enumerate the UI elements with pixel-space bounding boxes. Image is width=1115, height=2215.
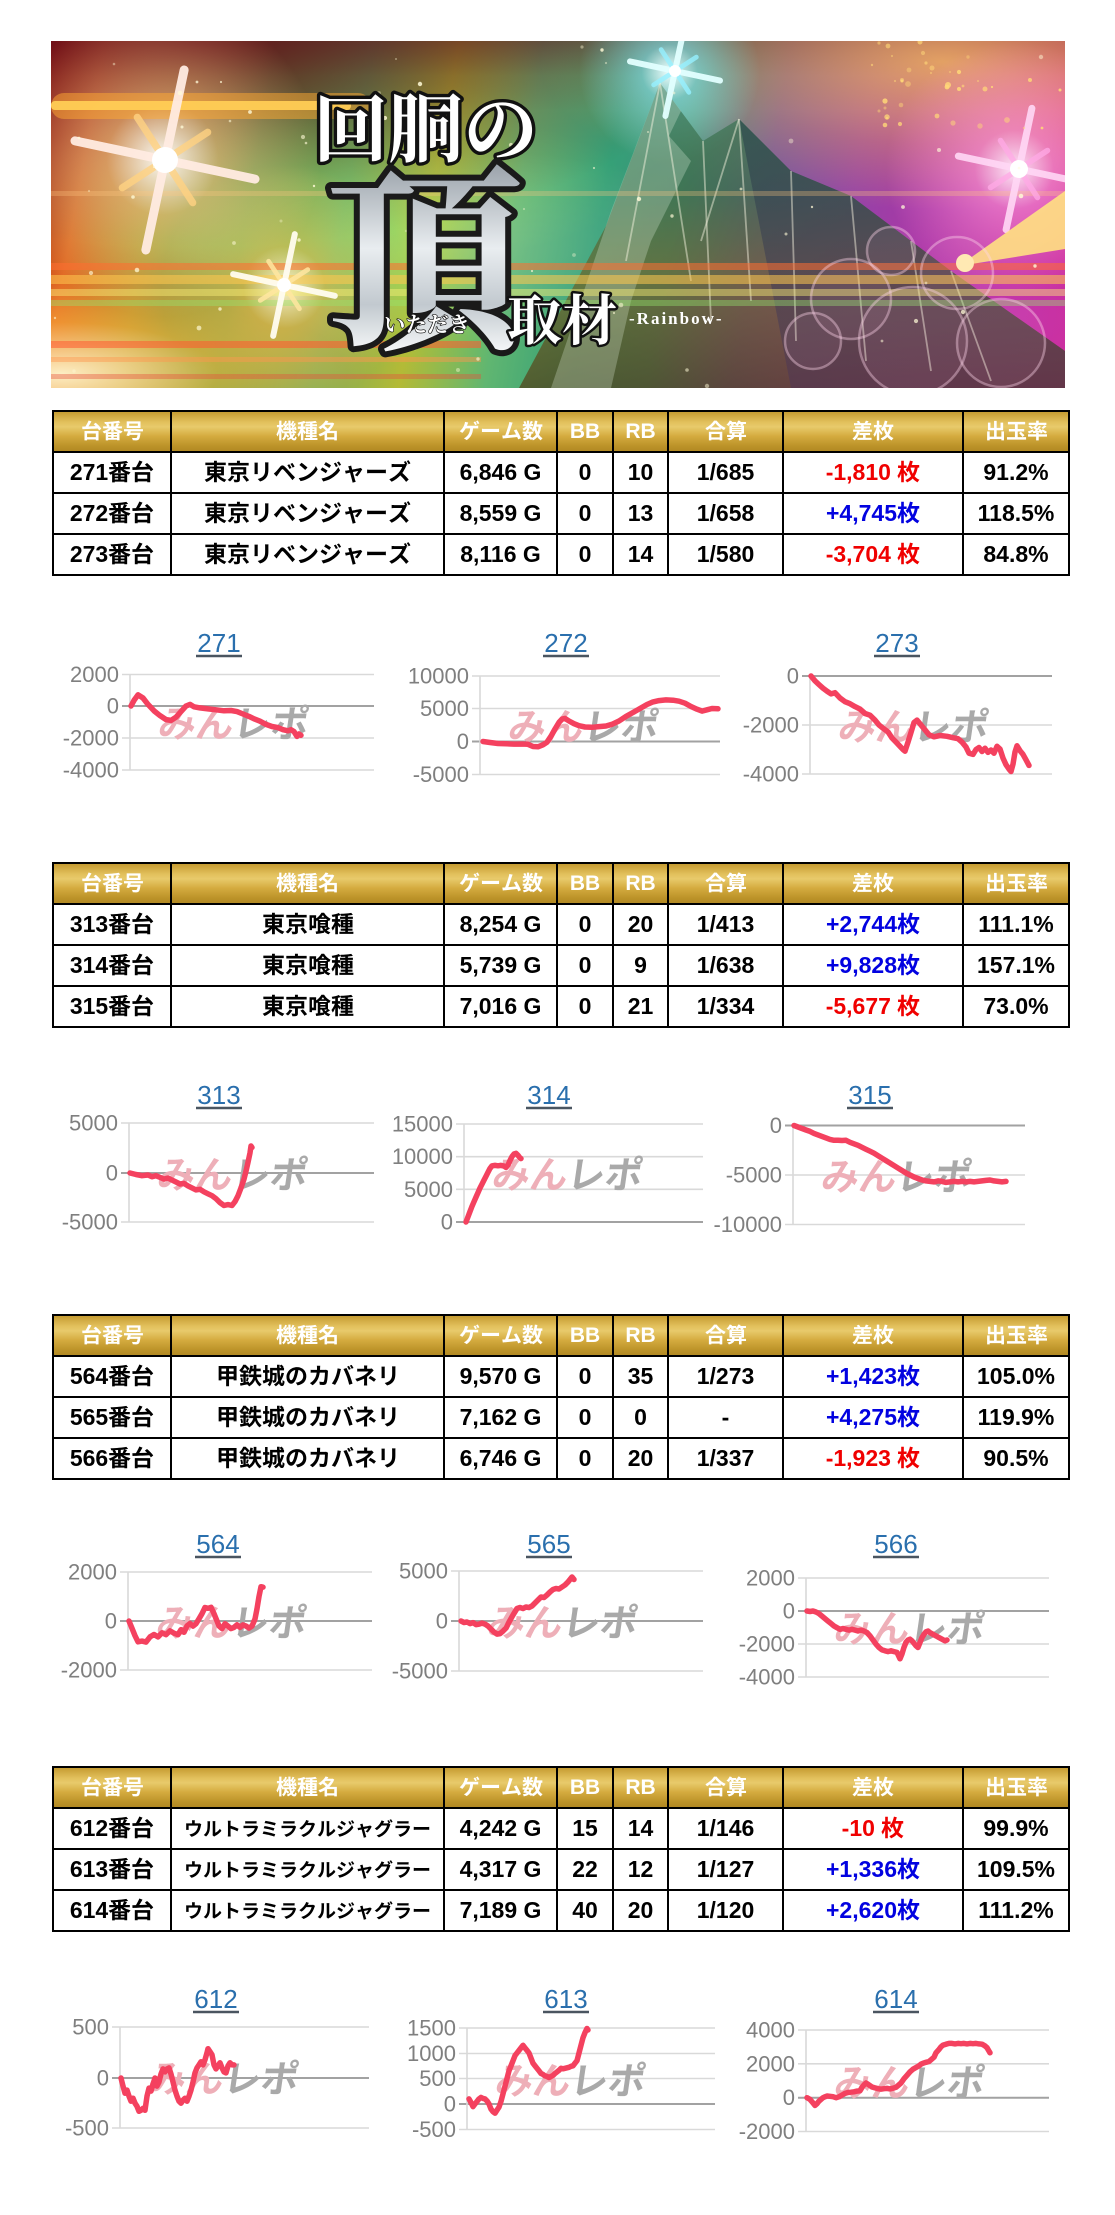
svg-text:273: 273 [875, 628, 918, 658]
svg-text:272: 272 [544, 628, 587, 658]
svg-text:-4000: -4000 [739, 1665, 795, 1690]
svg-text:-Rainbow-: -Rainbow- [629, 309, 724, 328]
svg-text:2000: 2000 [746, 1566, 795, 1591]
svg-text:-2000: -2000 [743, 713, 799, 738]
svg-text:271: 271 [197, 628, 240, 658]
svg-text:0: 0 [105, 1609, 117, 1634]
svg-text:614: 614 [874, 1984, 917, 2014]
svg-text:5000: 5000 [404, 1177, 453, 1202]
svg-text:5000: 5000 [399, 1559, 448, 1584]
svg-text:-500: -500 [412, 2117, 456, 2142]
svg-text:0: 0 [436, 1609, 448, 1634]
svg-text:315: 315 [848, 1080, 891, 1110]
svg-text:565: 565 [527, 1529, 570, 1559]
svg-text:-2000: -2000 [63, 726, 119, 751]
svg-text:0: 0 [787, 664, 799, 689]
svg-text:-4000: -4000 [743, 762, 799, 787]
svg-text:564: 564 [196, 1529, 239, 1559]
svg-text:500: 500 [72, 2015, 109, 2040]
svg-text:10000: 10000 [408, 664, 469, 689]
svg-text:-5000: -5000 [392, 1659, 448, 1684]
svg-text:1500: 1500 [407, 2016, 456, 2041]
svg-text:566: 566 [874, 1529, 917, 1559]
svg-text:-5000: -5000 [726, 1163, 782, 1188]
svg-text:-5000: -5000 [413, 762, 469, 787]
svg-text:0: 0 [457, 729, 469, 754]
svg-text:612: 612 [194, 1984, 237, 2014]
svg-text:-10000: -10000 [713, 1212, 782, 1237]
svg-text:-4000: -4000 [63, 758, 119, 783]
svg-text:0: 0 [444, 2092, 456, 2117]
svg-text:0: 0 [107, 694, 119, 719]
svg-text:5000: 5000 [69, 1111, 118, 1136]
svg-text:0: 0 [97, 2066, 109, 2091]
svg-text:-5000: -5000 [62, 1210, 118, 1235]
svg-text:613: 613 [544, 1984, 587, 2014]
svg-text:5000: 5000 [420, 696, 469, 721]
svg-text:2000: 2000 [70, 662, 119, 687]
svg-text:-2000: -2000 [61, 1658, 117, 1683]
svg-text:-500: -500 [65, 2116, 109, 2141]
svg-text:-2000: -2000 [739, 2119, 795, 2144]
svg-text:0: 0 [783, 1599, 795, 1624]
svg-text:0: 0 [770, 1113, 782, 1138]
svg-text:0: 0 [106, 1161, 118, 1186]
svg-text:314: 314 [527, 1080, 570, 1110]
svg-text:0: 0 [783, 2085, 795, 2110]
svg-text:15000: 15000 [392, 1112, 453, 1137]
svg-text:500: 500 [419, 2066, 456, 2091]
svg-text:10000: 10000 [392, 1144, 453, 1169]
svg-text:1000: 1000 [407, 2041, 456, 2066]
svg-text:-2000: -2000 [739, 1632, 795, 1657]
svg-text:2000: 2000 [746, 2051, 795, 2076]
svg-text:0: 0 [441, 1210, 453, 1235]
svg-text:2000: 2000 [68, 1560, 117, 1585]
svg-text:313: 313 [197, 1080, 240, 1110]
svg-text:4000: 4000 [746, 2018, 795, 2043]
